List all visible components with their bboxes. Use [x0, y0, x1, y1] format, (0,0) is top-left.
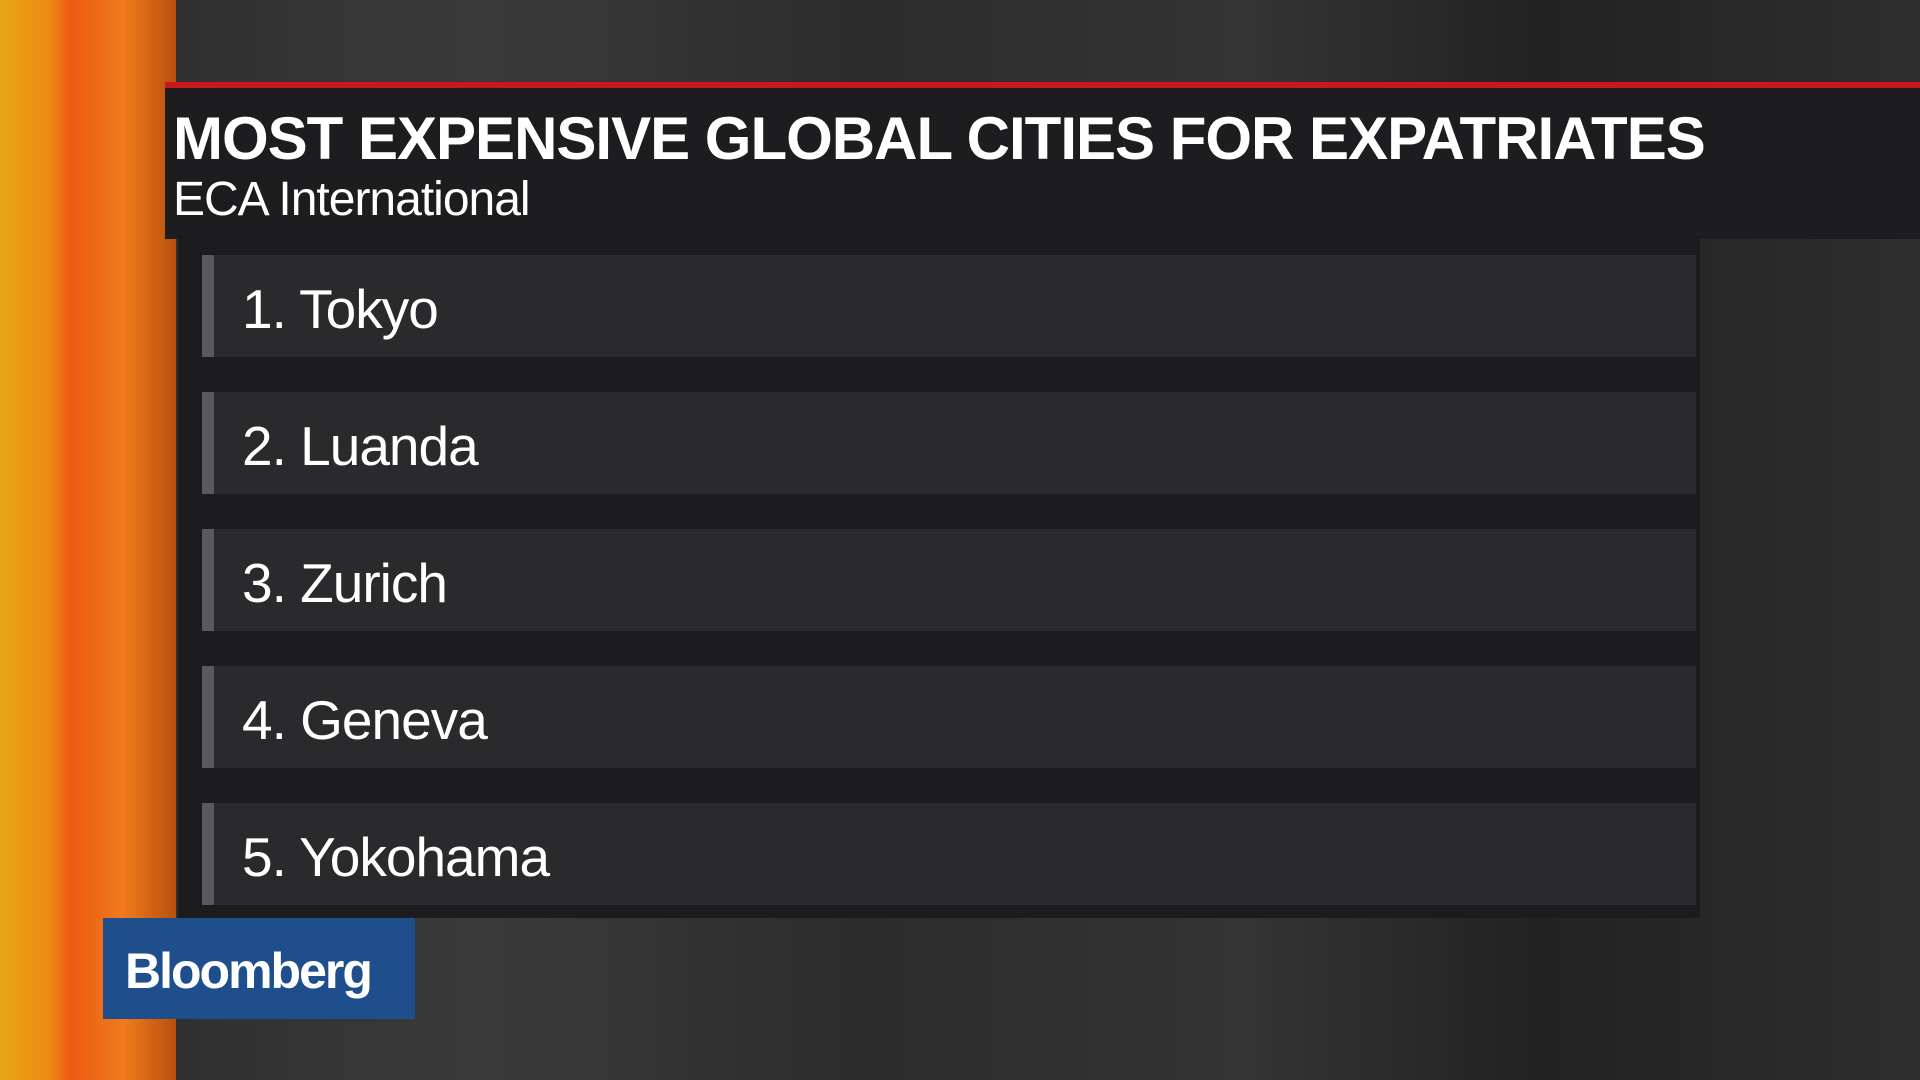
brand-logo: Bloomberg [103, 918, 415, 1019]
list-row: 1. Tokyo [202, 255, 1696, 357]
title: MOST EXPENSIVE GLOBAL CITIES FOR EXPATRI… [173, 105, 1706, 172]
subtitle: ECA International [173, 173, 531, 226]
list-item: 2. Luanda [242, 415, 479, 477]
list-row: 2. Luanda [202, 392, 1696, 494]
list-row: 5. Yokohama [202, 803, 1696, 905]
list-item: 4. Geneva [242, 689, 488, 751]
header: MOST EXPENSIVE GLOBAL CITIES FOR EXPATRI… [165, 82, 1920, 239]
list-panel: 1. Tokyo 2. Luanda 3. Zurich 4. Geneva 5. Yo… [178, 236, 1700, 918]
list-row: 4. Geneva [202, 666, 1696, 768]
brand-text: Bloomberg [125, 943, 373, 999]
list-row: 3. Zurich [202, 529, 1696, 631]
list-item: 5. Yokohama [242, 826, 550, 888]
list-item: 3. Zurich [242, 552, 448, 614]
side-stripe [0, 0, 176, 1080]
list-item: 1. Tokyo [242, 278, 439, 340]
